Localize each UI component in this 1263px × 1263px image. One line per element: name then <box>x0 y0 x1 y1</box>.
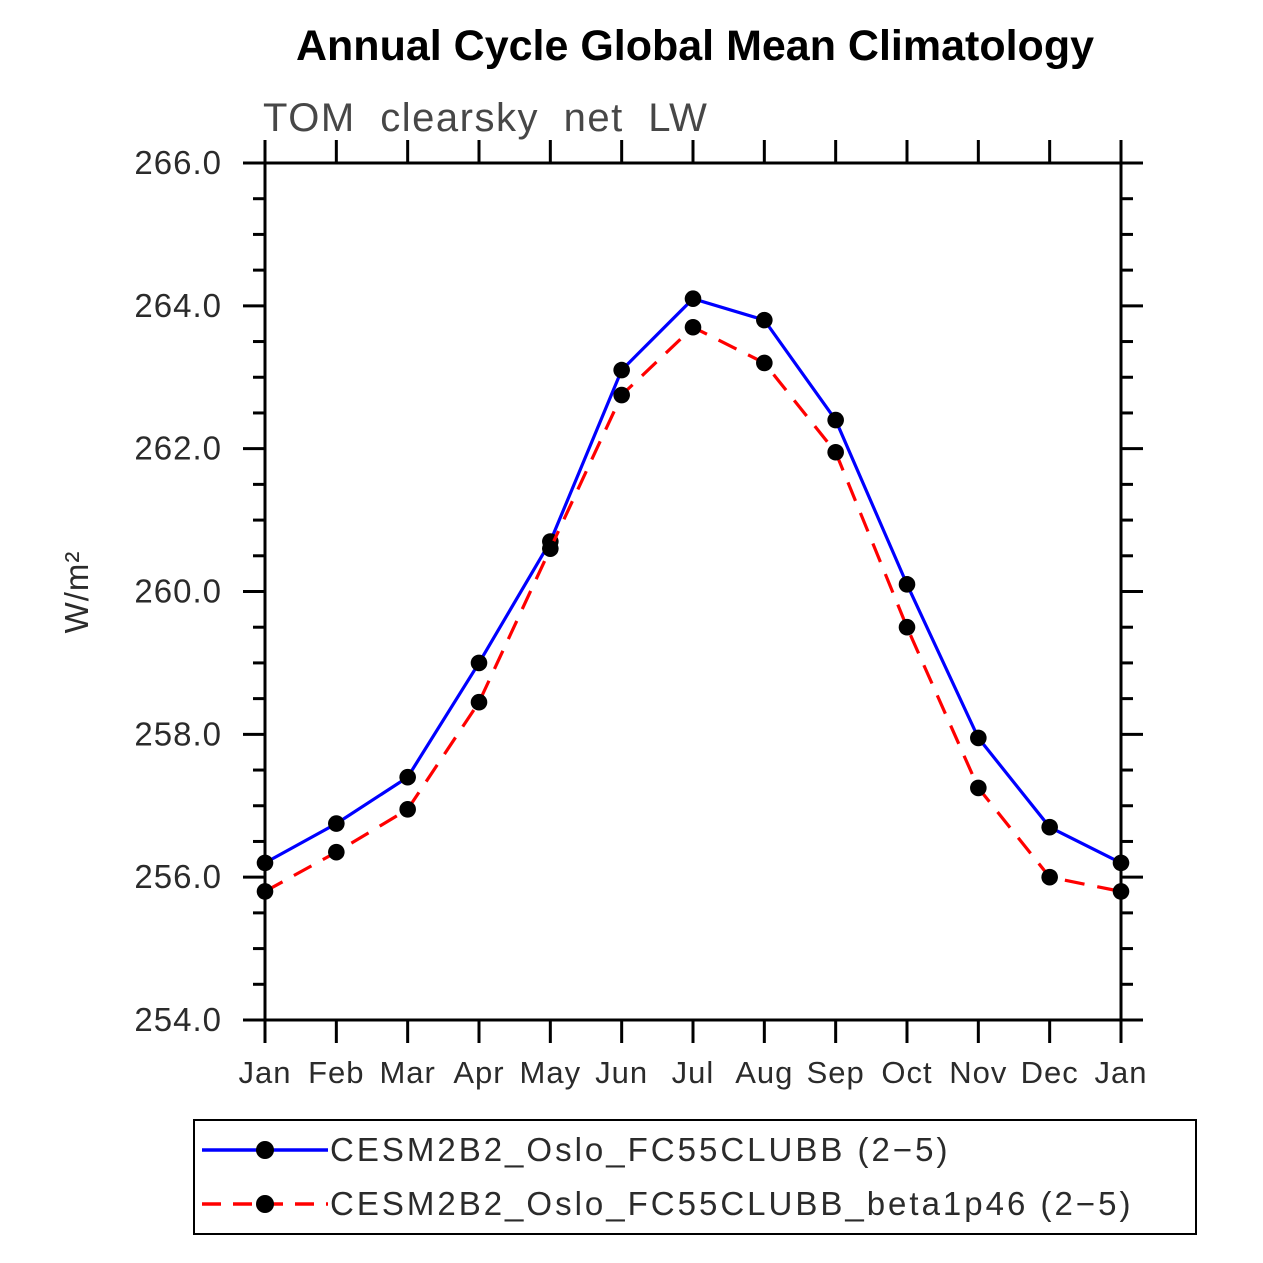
data-point-marker-s1 <box>827 443 844 461</box>
data-point-marker-s0 <box>256 854 274 872</box>
x-tick-label: Feb <box>308 1055 364 1090</box>
data-point-marker-s0 <box>898 576 916 593</box>
x-tick-label: Jun <box>595 1055 648 1090</box>
data-point-marker-s1 <box>542 540 559 557</box>
data-point-marker-s0 <box>1041 818 1058 836</box>
y-tick-label: 260.0 <box>134 573 222 610</box>
legend-label-series-1: CESM2B2_Oslo_FC55CLUBB_beta1p46 (2−5) <box>330 1184 1134 1222</box>
chart-title: Annual Cycle Global Mean Climatology <box>295 22 1095 70</box>
y-tick-label: 258.0 <box>134 715 222 752</box>
x-tick-label: Mar <box>379 1055 435 1090</box>
data-point-marker-s1 <box>970 779 987 797</box>
x-tick-label: Dec <box>1021 1055 1079 1090</box>
data-point-marker-s0 <box>970 729 987 747</box>
data-point-marker-s0 <box>328 815 345 832</box>
chart-subtitle: TOM clearsky net LW <box>263 96 709 140</box>
x-tick-label: Apr <box>453 1055 504 1090</box>
x-tick-label: Jan <box>239 1055 292 1090</box>
data-point-marker-s1 <box>1041 868 1058 886</box>
data-point-marker-s1 <box>470 693 488 711</box>
x-tick-label: Nov <box>949 1055 1007 1090</box>
y-axis-title: W/m² <box>58 551 95 634</box>
data-point-marker-s0 <box>1112 854 1130 872</box>
legend-marker-icon <box>256 1141 274 1160</box>
x-tick-label: Jan <box>1095 1055 1148 1090</box>
legend-marker-icon <box>256 1194 274 1213</box>
data-point-marker-s0 <box>613 361 630 379</box>
y-tick-label: 254.0 <box>134 1001 222 1038</box>
data-point-marker-s1 <box>256 883 274 900</box>
data-point-marker-s0 <box>827 411 844 429</box>
data-point-marker-s1 <box>613 386 630 404</box>
series-line-0 <box>264 296 1122 865</box>
legend: CESM2B2_Oslo_FC55CLUBB (2−5) CESM2B2_Osl… <box>193 1119 1197 1235</box>
x-tick-label: Jul <box>672 1055 715 1090</box>
data-point-marker-s0 <box>470 654 488 672</box>
x-tick-label: May <box>520 1055 582 1090</box>
legend-row-series-1: CESM2B2_Oslo_FC55CLUBB_beta1p46 (2−5) <box>195 1180 1195 1228</box>
x-tick-label: Aug <box>735 1055 793 1090</box>
data-point-marker-s1 <box>684 318 702 336</box>
data-point-marker-s1 <box>756 354 773 372</box>
y-tick-label: 264.0 <box>134 287 222 324</box>
legend-line-sample-dashed <box>202 1194 328 1213</box>
series-line-1 <box>264 325 1122 894</box>
x-tick-label: Sep <box>807 1055 865 1090</box>
data-point-marker-s1 <box>399 801 416 818</box>
legend-line-sample-solid <box>202 1141 328 1160</box>
y-tick-label: 266.0 <box>134 144 222 181</box>
x-tick-label: Oct <box>881 1055 932 1090</box>
legend-label-series-0: CESM2B2_Oslo_FC55CLUBB (2−5) <box>330 1131 951 1169</box>
data-point-marker-s0 <box>756 311 773 329</box>
data-point-marker-s0 <box>684 290 702 307</box>
data-point-marker-s1 <box>898 618 916 636</box>
data-point-marker-s1 <box>328 843 345 861</box>
legend-row-series-0: CESM2B2_Oslo_FC55CLUBB (2−5) <box>195 1126 1195 1174</box>
data-point-marker-s1 <box>1112 883 1130 900</box>
y-tick-label: 262.0 <box>134 430 222 467</box>
data-point-marker-s0 <box>399 768 416 786</box>
y-tick-label: 256.0 <box>134 858 222 895</box>
